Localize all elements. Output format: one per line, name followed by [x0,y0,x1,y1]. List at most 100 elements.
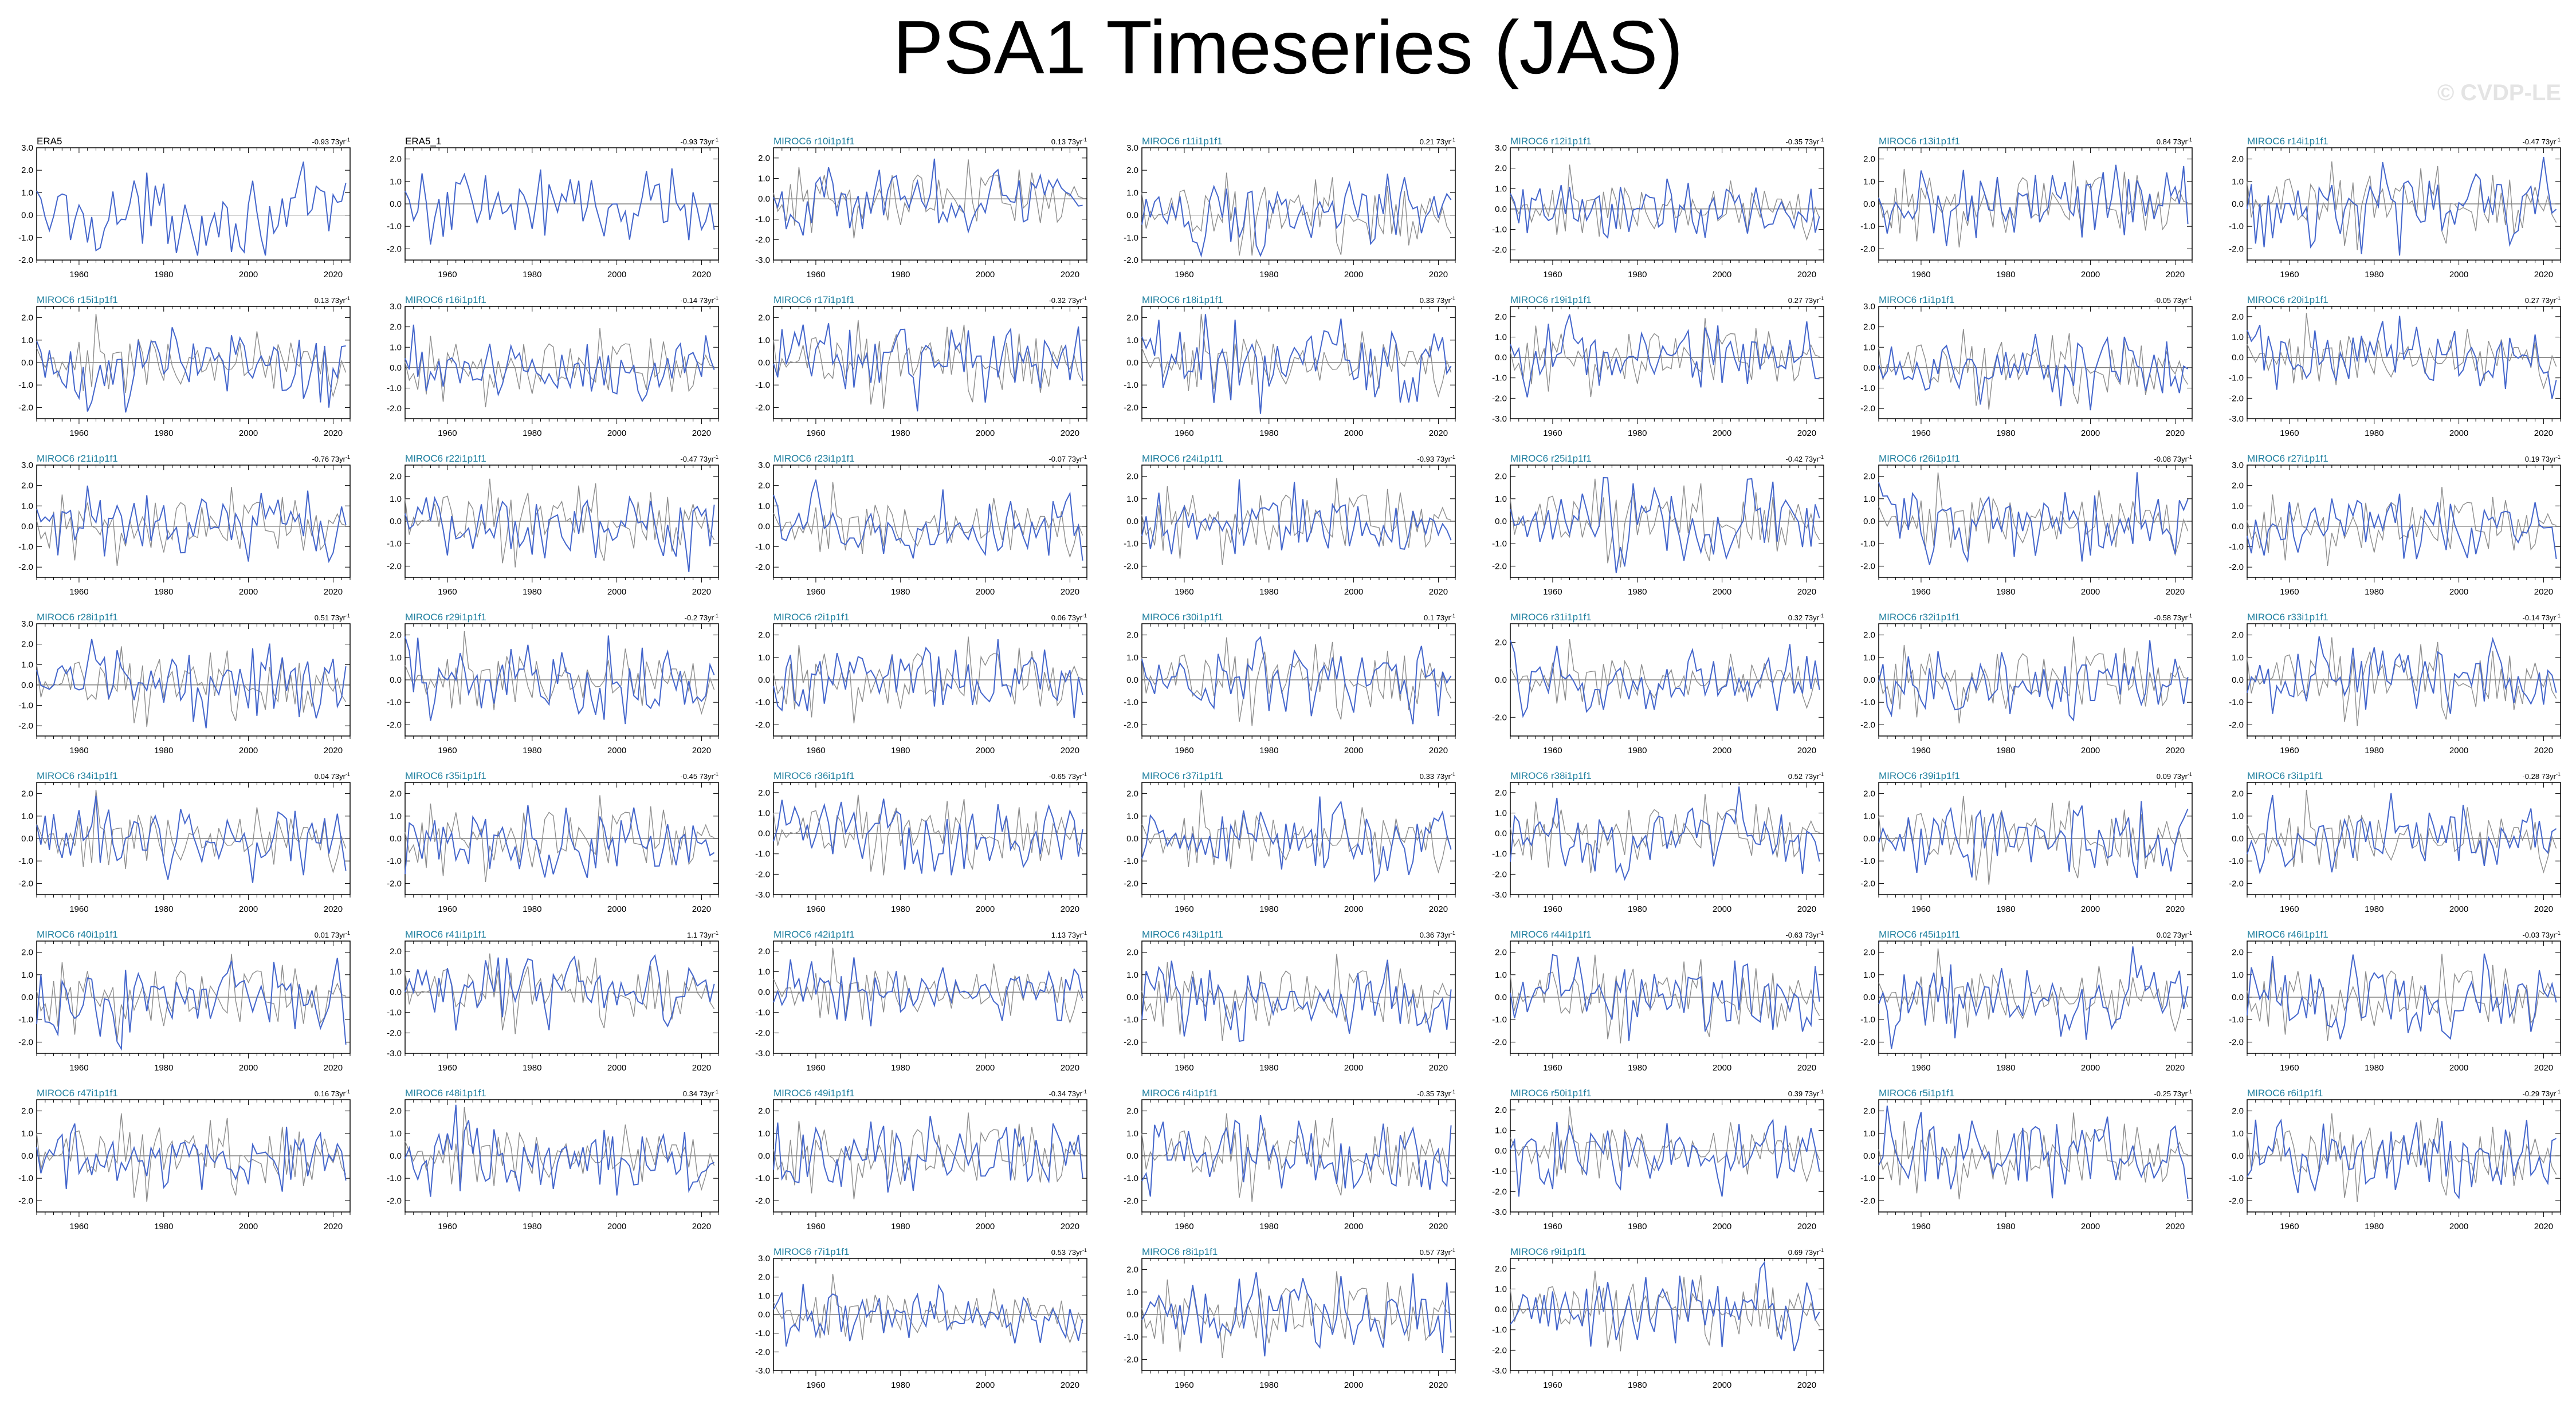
panel-trend: 0.57 73yr-1 [1420,1247,1455,1257]
y-tick-label: 2.0 [2232,789,2244,799]
x-tick-label: 1960 [1543,428,1562,438]
x-tick-label: 1980 [1996,746,2015,755]
timeseries-panel-2: ERA5_1 -0.93 73yr-1 2.0 1.0 0.0 -1.0 -2.0 1960 1… [387,136,719,280]
y-tick-label: -2.0 [1860,1037,1875,1047]
panel-trend: -0.93 73yr-1 [680,137,718,146]
timeseries-panel-45: MIROC6 r49i1p1f1 -0.34 73yr-1 2.0 1.0 0.0 -1.… [755,1088,1087,1231]
timeseries-panel-39: MIROC6 r43i1p1f1 0.36 73yr-1 2.0 1.0 0.0 -1.0… [1124,929,1456,1073]
x-tick-label: 2020 [2166,746,2185,755]
y-tick-label: 2.0 [1126,948,1138,958]
panel-trend: 0.27 73yr-1 [1788,296,1824,305]
panel-title: MIROC6 r26i1p1f1 [1879,453,1960,464]
observed-overlay-series [36,313,347,398]
y-tick-label: -1.0 [2229,1015,2244,1025]
observed-overlay-series [1510,1270,1820,1352]
y-tick-label: 1.0 [2232,177,2244,187]
y-tick-label: -1.0 [755,1008,770,1018]
y-tick-label: 2.0 [390,155,402,164]
y-tick-label: 0.0 [2232,199,2244,209]
y-tick-label: -2.0 [18,1037,33,1047]
x-tick-label: 2020 [1429,270,1448,280]
y-tick-label: 2.0 [1126,166,1138,175]
x-tick-label: 1960 [1543,270,1562,280]
y-tick-label: -1.0 [2229,1174,2244,1183]
x-tick-label: 2000 [1713,746,1731,755]
plot-frame [1510,1099,1824,1213]
y-tick-label: 0.0 [1495,517,1507,526]
observed-overlay-series [1510,639,1820,710]
panel-title: MIROC6 r10i1p1f1 [773,136,855,147]
timeseries-line [1141,1272,1452,1357]
timeseries-line [1878,946,2189,1049]
x-tick-label: 1960 [438,904,457,914]
timeseries-panel-23: MIROC6 r29i1p1f1 -0.2 73yr-1 2.0 1.0 0.0 -1.0… [387,612,719,755]
y-tick-label: 3.0 [758,1254,770,1264]
x-tick-label: 1960 [1911,904,1930,914]
x-tick-label: 2000 [2449,746,2468,755]
y-tick-label: 0.0 [21,358,33,368]
timeseries-panel-8: MIROC6 r15i1p1f1 0.13 73yr-1 2.0 1.0 0.0 -1.0… [18,294,351,438]
panel-trend: -0.58 73yr-1 [2154,613,2192,622]
x-tick-label: 1980 [154,270,173,280]
y-tick-label: 1.0 [2232,970,2244,980]
timeseries-panel-19: MIROC6 r25i1p1f1 -0.42 73yr-1 2.0 1.0 0.0 -1.… [1492,453,1824,597]
y-tick-label: -2.0 [1492,393,1507,403]
y-tick-label: -1.0 [1124,539,1138,549]
observed-overlay-series [773,636,1083,724]
x-tick-label: 1980 [1628,1063,1647,1073]
y-tick-label: 0.0 [1495,1305,1507,1314]
plot-frame [2247,306,2561,419]
timeseries-panel-3: MIROC6 r10i1p1f1 0.13 73yr-1 2.0 1.0 0.0 -1.0… [755,136,1087,280]
x-tick-label: 1960 [69,904,88,914]
observed-overlay-series [36,789,347,874]
y-tick-label: 1.0 [758,967,770,977]
panel-title: MIROC6 r33i1p1f1 [2247,612,2328,623]
x-tick-label: 2020 [1061,428,1079,438]
panel-trend: -0.63 73yr-1 [1785,930,1824,939]
y-tick-label: -2.0 [2229,720,2244,730]
plot-frame [405,306,719,419]
y-tick-label: -3.0 [755,255,770,265]
x-tick-label: 2020 [2166,587,2185,597]
observed-overlay-series [405,953,715,1034]
y-tick-label: -2.0 [1124,1355,1138,1364]
y-tick-label: 1.0 [2232,812,2244,821]
panel-title: MIROC6 r15i1p1f1 [37,294,118,305]
y-tick-label: 0.0 [1126,993,1138,1002]
y-tick-label: -1.0 [1124,1015,1138,1025]
x-tick-label: 1980 [523,428,541,438]
y-tick-label: -2.0 [18,1196,33,1206]
y-tick-label: 2.0 [2232,631,2244,640]
x-tick-label: 2000 [976,746,995,755]
y-tick-label: -1.0 [2229,856,2244,866]
y-tick-label: 2.0 [1126,1265,1138,1275]
y-tick-label: 2.0 [1126,1107,1138,1116]
timeseries-line [1878,333,2189,411]
y-tick-label: -1.0 [18,380,33,390]
y-tick-label: -3.0 [387,1049,402,1058]
panel-title: MIROC6 r35i1p1f1 [405,770,486,781]
timeseries-panel-16: MIROC6 r22i1p1f1 -0.47 73yr-1 2.0 1.0 0.0 -1.… [387,453,719,597]
x-tick-label: 1960 [806,587,825,597]
plot-frame [1510,1258,1824,1371]
y-tick-label: 1.0 [1126,1129,1138,1139]
y-tick-label: -3.0 [755,890,770,900]
x-tick-label: 1980 [891,904,910,914]
timeseries-line [36,485,347,564]
panel-title: MIROC6 r42i1p1f1 [773,929,855,940]
x-tick-label: 2000 [1344,1380,1363,1390]
y-tick-label: -1.0 [18,233,33,243]
panel-trend: -0.34 73yr-1 [1049,1089,1087,1098]
x-tick-label: 2020 [2166,1222,2185,1231]
x-tick-label: 1960 [806,1222,825,1231]
timeseries-panel-38: MIROC6 r42i1p1f1 1.13 73yr-1 2.0 1.0 0.0 -1.0… [755,929,1087,1073]
timeseries-panel-6: MIROC6 r13i1p1f1 0.84 73yr-1 2.0 1.0 0.0 -1.0… [1860,136,2193,280]
observed-overlay-series [1141,172,1452,256]
timeseries-panel-7: MIROC6 r14i1p1f1 -0.47 73yr-1 2.0 1.0 0.0 -1.… [2229,136,2561,280]
x-tick-label: 1960 [1543,587,1562,597]
observed-overlay-series [773,482,1083,558]
x-tick-label: 1960 [1175,1222,1193,1231]
panel-title: MIROC6 r43i1p1f1 [1142,929,1223,940]
y-tick-label: 2.0 [21,166,33,175]
x-tick-label: 2020 [324,428,343,438]
